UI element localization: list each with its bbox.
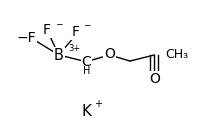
- Text: −: −: [55, 19, 62, 28]
- Text: O: O: [104, 47, 114, 61]
- Text: H: H: [82, 66, 90, 76]
- Text: B: B: [53, 48, 63, 63]
- Text: −: −: [83, 21, 90, 30]
- Text: F: F: [71, 25, 79, 39]
- Text: F: F: [43, 23, 51, 37]
- Text: CH₃: CH₃: [165, 48, 188, 61]
- Text: +: +: [93, 99, 101, 109]
- Text: O: O: [148, 72, 159, 86]
- Text: −F: −F: [17, 31, 36, 45]
- Text: C: C: [81, 55, 91, 69]
- Text: 3+: 3+: [68, 44, 80, 53]
- Text: K: K: [81, 104, 91, 119]
